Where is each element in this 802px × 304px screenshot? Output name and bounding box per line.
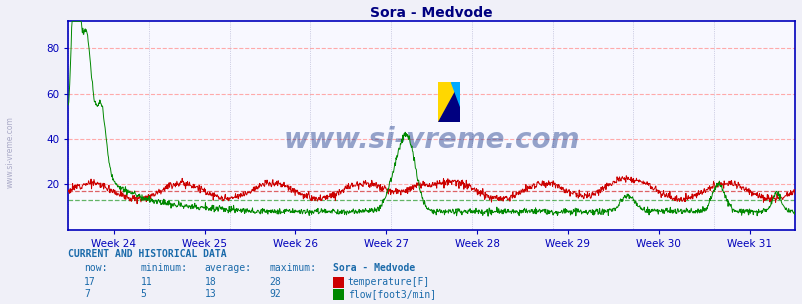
Text: average:: average: bbox=[205, 263, 252, 273]
Text: flow[foot3/min]: flow[foot3/min] bbox=[347, 289, 435, 299]
Title: Sora - Medvode: Sora - Medvode bbox=[370, 6, 492, 20]
Text: now:: now: bbox=[84, 263, 107, 273]
Polygon shape bbox=[437, 82, 460, 122]
Text: Sora - Medvode: Sora - Medvode bbox=[333, 263, 415, 273]
Polygon shape bbox=[451, 82, 460, 106]
Text: 13: 13 bbox=[205, 289, 217, 299]
Text: maximum:: maximum: bbox=[269, 263, 316, 273]
Text: 7: 7 bbox=[84, 289, 90, 299]
Text: 11: 11 bbox=[140, 277, 152, 287]
Text: minimum:: minimum: bbox=[140, 263, 188, 273]
Text: www.si-vreme.com: www.si-vreme.com bbox=[283, 126, 579, 154]
Text: 28: 28 bbox=[269, 277, 281, 287]
Text: temperature[F]: temperature[F] bbox=[347, 277, 429, 287]
Polygon shape bbox=[437, 82, 460, 122]
Text: 18: 18 bbox=[205, 277, 217, 287]
Text: CURRENT AND HISTORICAL DATA: CURRENT AND HISTORICAL DATA bbox=[68, 249, 227, 259]
Text: www.si-vreme.com: www.si-vreme.com bbox=[6, 116, 15, 188]
Text: 17: 17 bbox=[84, 277, 96, 287]
Text: 92: 92 bbox=[269, 289, 281, 299]
Text: 5: 5 bbox=[140, 289, 146, 299]
